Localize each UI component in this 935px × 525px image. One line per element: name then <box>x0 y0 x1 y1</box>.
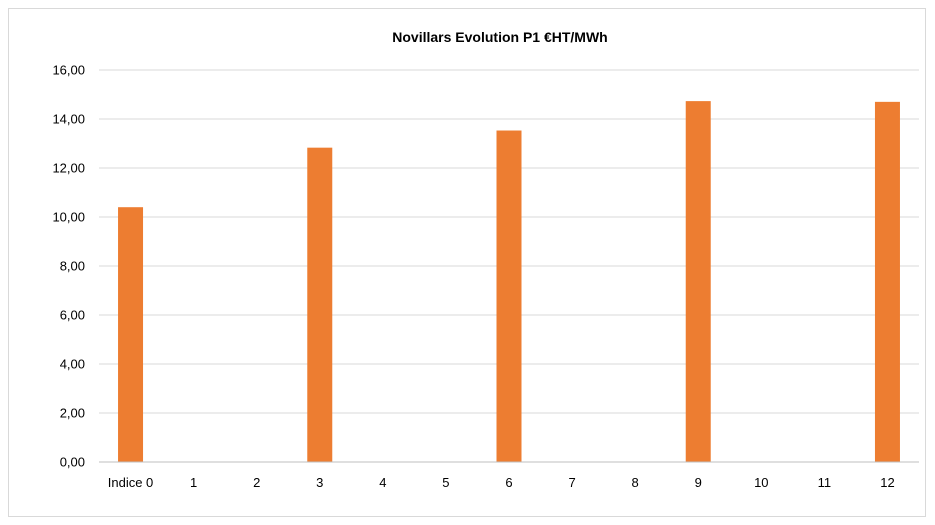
y-tick-label: 6,00 <box>60 308 85 323</box>
chart-title: Novillars Evolution P1 €HT/MWh <box>392 29 607 45</box>
y-tick-label: 12,00 <box>52 161 85 176</box>
bar <box>685 101 711 463</box>
bar-chart: Novillars Evolution P1 €HT/MWh 0,00 2,00 4… <box>52 29 919 490</box>
y-tick-label: 14,00 <box>52 112 85 127</box>
chart-frame: Novillars Evolution P1 €HT/MWh 0,00 2,00 4… <box>8 8 926 517</box>
y-tick-label: 16,00 <box>52 63 85 78</box>
x-tick-label: Indice 0 <box>108 475 154 490</box>
x-tick-label: 11 <box>818 475 832 490</box>
y-tick-label: 10,00 <box>52 210 85 225</box>
x-tick-label: 5 <box>442 475 449 490</box>
y-tick-label: 8,00 <box>60 259 85 274</box>
y-tick-label: 0,00 <box>60 455 85 470</box>
y-axis-tick-labels: 0,00 2,00 4,00 6,00 8,00 10,00 12,00 14,00 16,00 <box>52 63 85 470</box>
x-tick-label: 1 <box>190 475 197 490</box>
x-axis-tick-labels: Indice 0 1 2 3 4 5 6 7 8 9 10 11 12 <box>108 475 895 490</box>
y-tick-label: 4,00 <box>60 357 85 372</box>
x-tick-label: 9 <box>695 475 702 490</box>
y-tick-label: 2,00 <box>60 406 85 421</box>
bar <box>307 147 333 463</box>
x-tick-label: 2 <box>253 475 260 490</box>
bar <box>496 130 522 462</box>
bar <box>874 101 900 462</box>
bar <box>118 207 144 462</box>
x-tick-label: 10 <box>754 475 768 490</box>
x-tick-label: 4 <box>379 475 386 490</box>
x-tick-label: 3 <box>316 475 323 490</box>
x-tick-label: 7 <box>568 475 575 490</box>
x-tick-label: 12 <box>880 475 894 490</box>
bars <box>118 101 900 463</box>
x-tick-label: 6 <box>505 475 512 490</box>
x-tick-label: 8 <box>632 475 639 490</box>
